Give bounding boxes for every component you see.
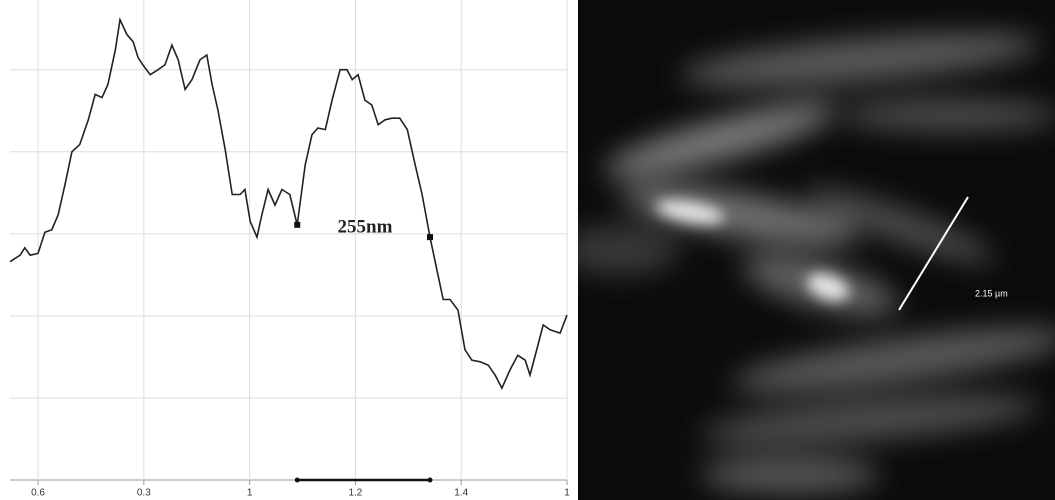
measure-marker — [426, 234, 433, 241]
measure-end — [427, 477, 433, 483]
micrograph: 2.15 µm — [578, 0, 1055, 500]
x-tick-label: 1 — [247, 488, 253, 499]
profile-line — [9, 16, 568, 390]
scale-line — [898, 196, 969, 311]
x-tick-label: 0.6 — [31, 488, 45, 499]
annotation: 255nm — [338, 216, 393, 237]
measure-end — [294, 477, 300, 483]
scale-label: 2.15 µm — [975, 288, 1008, 298]
x-tick-label: 1.4 — [454, 488, 468, 499]
x-tick-label: 0.3 — [137, 488, 151, 499]
x-tick-label: 1 — [564, 488, 570, 499]
x-tick-label: 1.2 — [348, 488, 362, 499]
measure-marker — [294, 221, 301, 228]
